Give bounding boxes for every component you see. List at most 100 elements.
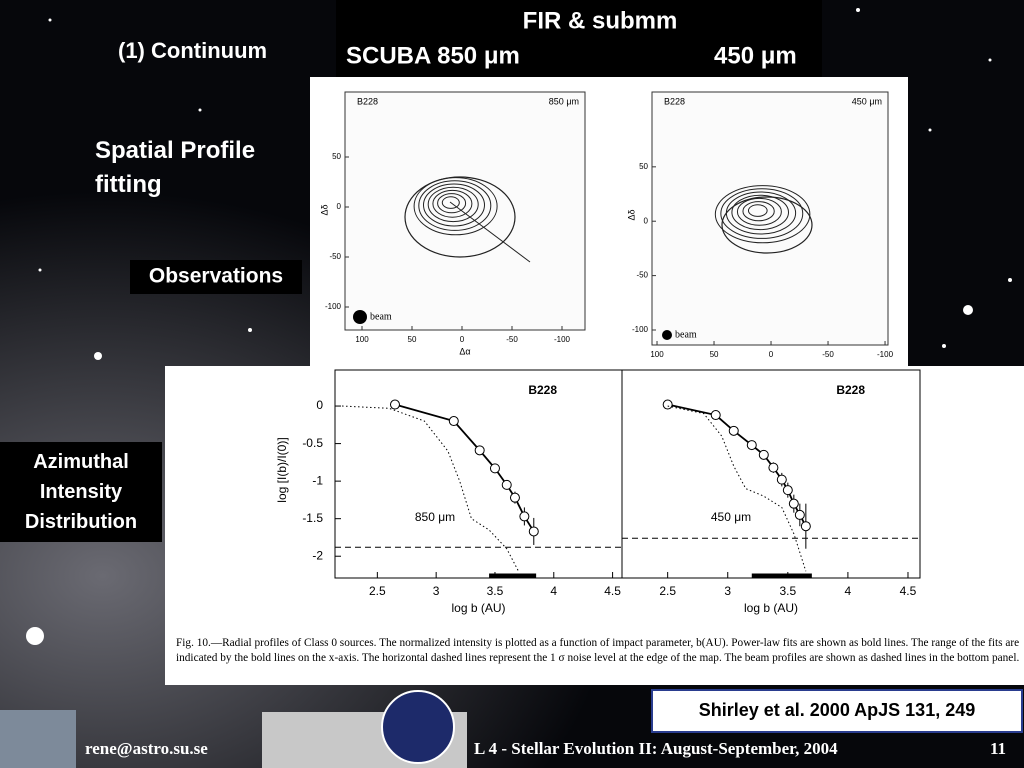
y-tick-label: -0.5 [302,436,323,450]
x-tick-label: 4.5 [900,584,917,598]
map-x-tick-label: -100 [877,350,894,359]
contour [427,186,479,223]
contour [441,196,460,209]
header-box [336,0,822,78]
plot-title: B228 [528,383,557,397]
data-point [728,425,739,436]
map-y-tick-label: 50 [639,162,648,171]
contour [418,180,492,231]
data-point [528,526,539,537]
contour [423,183,485,227]
map-x-tick-label: 50 [408,335,417,344]
map-y-tick-label: -50 [636,271,648,280]
x-tick-label: 2.5 [369,584,386,598]
contour [720,188,804,239]
x-tick-label: 3 [724,584,731,598]
x-tick-label: 3.5 [487,584,504,598]
azimuthal-label: Azimuthal Intensity Distribution [24,451,138,533]
map-x-tick-label: 0 [460,335,465,344]
data-point [800,521,811,532]
beam-label: beam [675,329,697,340]
azimuthal-box [0,442,162,542]
beam-profile [342,405,519,572]
map-y-tick-label: 50 [332,152,341,161]
x-tick-label: 3 [433,584,440,598]
contour [742,201,775,222]
beam-marker [353,310,367,324]
map-frame [651,91,889,346]
map-x-tick-label: 0 [769,350,774,359]
data-point [710,410,721,421]
header-left: SCUBA 850 μm [346,42,520,69]
data-point [746,440,757,451]
data-point [509,492,520,503]
band-annotation: 850 μm [415,510,455,524]
section: (1) Continuum [118,38,267,63]
y-tick-label: -1.5 [302,511,323,525]
y-tick-label: -2 [312,548,323,562]
x-tick-label: 4.5 [604,584,621,598]
data-point [788,498,799,509]
beam-label: beam [370,311,392,322]
x-tick-label: 3.5 [779,584,796,598]
map-y-tick-label: 0 [644,216,649,225]
contour [731,194,790,231]
x-tick-label: 2.5 [659,584,676,598]
observations-label: Observations [149,265,283,288]
observations-box [130,260,302,294]
map-y-tick-label: -100 [632,325,649,334]
x-tick-label: 4 [845,584,852,598]
map-name: B228 [664,96,685,106]
map-x-tick-label: 50 [710,350,719,359]
contour [747,204,768,217]
map-band: 450 μm [852,96,882,106]
profile-figure [165,366,1024,685]
plot-title: B228 [836,383,865,397]
citation: Shirley et al. 2000 ApJS 131, 249 [699,700,976,720]
map-name: B228 [357,96,378,106]
beam-marker [662,330,672,340]
x-axis-label: log b (AU) [744,601,798,615]
citation-box [651,689,1023,733]
footer-email: rene@astro.su.se [85,739,208,758]
university-seal [381,690,455,764]
footer-page: 11 [990,739,1006,758]
y-tick-label: -1 [312,473,323,487]
contour [437,193,467,214]
outer-contour [721,196,813,254]
map-x-tick-label: -50 [506,335,518,344]
stars [26,8,1012,645]
data-point [501,479,512,490]
map-y-tick-label: -50 [329,252,341,261]
map-x-tick-label: -100 [554,335,571,344]
data-point [758,449,769,460]
data-point [389,399,400,410]
map-x-tick-label: 100 [355,335,369,344]
data-point [768,462,779,473]
outer-contour [404,176,516,258]
data-point [489,463,500,474]
spatial-label: Spatial Profile fitting [95,137,256,198]
figure-caption: Fig. 10.—Radial profiles of Class 0 sour… [176,637,1020,664]
data-point [448,416,459,427]
header-title: FIR & submm [523,7,678,34]
x-tick-label: 4 [550,584,557,598]
map-x-tick-label: 100 [650,350,664,359]
contour [736,197,782,226]
y-tick-label: 0 [316,398,323,412]
x-axis-label: log b (AU) [451,601,505,615]
data-point [519,511,530,522]
map-band: 850 μm [549,96,579,106]
map-x-tick-label: -50 [822,350,834,359]
map-y-label: Δδ [319,204,329,215]
data-point [474,445,485,456]
contour [432,189,473,218]
footer-course: L 4 - Stellar Evolution II: August-Septe… [474,739,838,758]
data-point [662,399,673,410]
map-x-label: Δα [459,346,470,356]
map-y-tick-label: -100 [325,302,342,311]
header-right: 450 μm [714,42,797,69]
cut-line [449,201,531,263]
